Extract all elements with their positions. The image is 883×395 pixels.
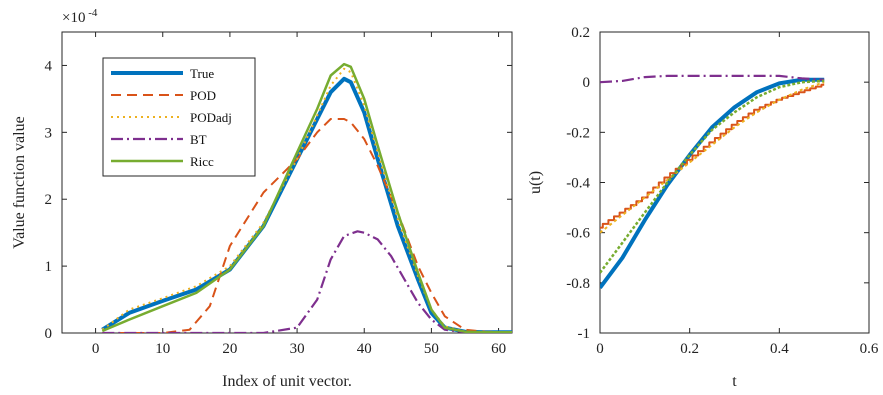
x-axis-label: Index of unit vector. (222, 373, 352, 390)
y-tick-label: -1 (578, 326, 591, 342)
x-tick-label: 50 (424, 341, 439, 357)
y-tick-label: -0.8 (566, 276, 590, 292)
y-scale-base: ×10 (62, 10, 85, 26)
series-line-true (600, 77, 825, 289)
x-tick-label: 0 (596, 341, 604, 357)
y-tick-label: 0 (45, 326, 53, 342)
series-line-ricc (600, 79, 825, 274)
axes-box (599, 31, 870, 334)
y-scale-exponent: ×10 -4 (62, 7, 98, 26)
y-tick-label: -0.6 (566, 226, 590, 242)
legend-label-bt: BT (190, 132, 207, 147)
y-tick-label: 0 (583, 75, 591, 91)
series-line-bt (600, 74, 825, 84)
y-tick-label: -0.2 (566, 125, 590, 141)
legend-label-true: True (190, 66, 214, 81)
x-tick-label: 40 (357, 341, 372, 357)
series-line-pod (102, 118, 512, 333)
y-scale-power: -4 (85, 7, 97, 19)
x-tick-label: 30 (290, 341, 305, 357)
y-tick-label: -0.4 (566, 176, 590, 192)
left-chart: 0 10 20 30 40 50 60 0 1 2 3 4 Index of unit vector. V… (11, 7, 513, 390)
legend-label-ricc: Ricc (190, 154, 214, 169)
axes-box (61, 31, 513, 334)
x-tick-label: 20 (222, 341, 237, 357)
x-tick-label: 0.2 (680, 341, 699, 357)
x-tick-label: 10 (155, 341, 170, 357)
x-axis-label: t (732, 373, 737, 390)
y-tick-label: 2 (45, 192, 53, 208)
y-tick-label: 3 (45, 125, 53, 141)
series-line-bt (102, 230, 512, 333)
y-axis-label: u(t) (527, 171, 544, 194)
legend: True POD PODadj BT Ricc (102, 57, 256, 177)
y-tick-label: 4 (45, 58, 53, 74)
legend-label-podadj: PODadj (190, 110, 232, 125)
legend-label-pod: POD (190, 88, 216, 103)
y-axis-label: Value function value (11, 116, 28, 248)
x-tick-label: 0.4 (770, 341, 789, 357)
series-line-ricc (101, 62, 512, 333)
right-chart: 0 0.2 0.4 0.6 0.2 0 -0.2 -0.4 -0.6 -0.8 -1 t u(t) (527, 25, 879, 390)
x-tick-label: 60 (491, 341, 506, 357)
x-tick-label: 0 (92, 341, 100, 357)
y-tick-label: 0.2 (571, 25, 590, 41)
series-line-podadj (600, 81, 825, 234)
y-tick-label: 1 (45, 259, 53, 275)
series-line-pod (600, 83, 825, 229)
x-tick-label: 0.6 (860, 341, 879, 357)
